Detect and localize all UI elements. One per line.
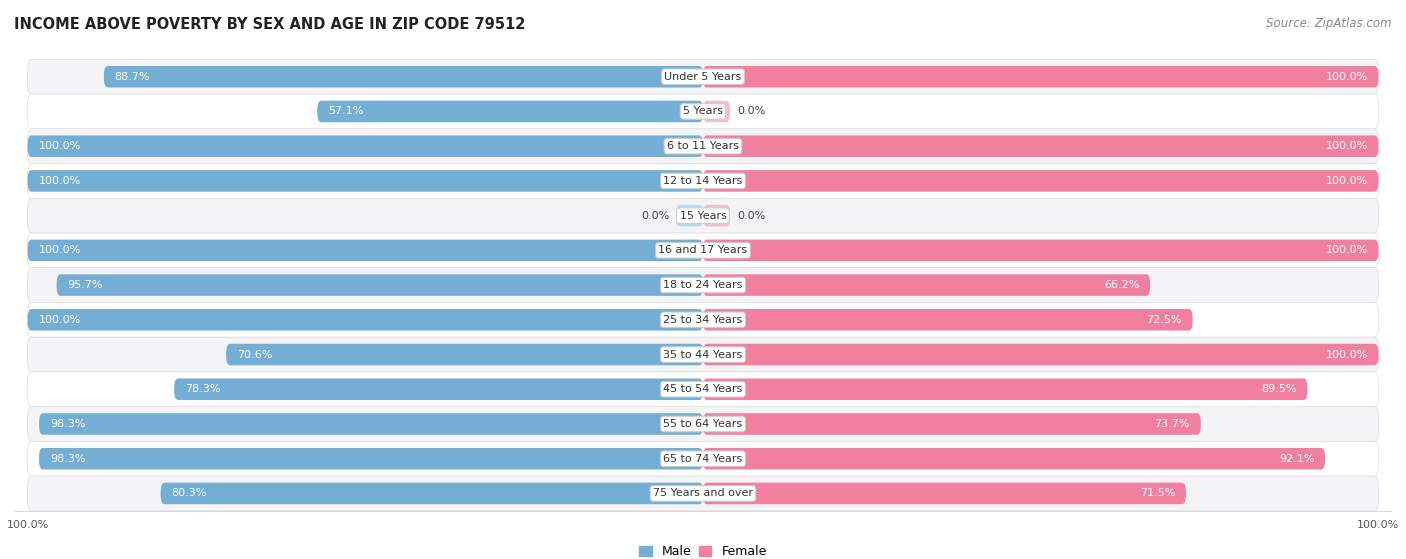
- Text: 73.7%: 73.7%: [1154, 419, 1189, 429]
- Text: 71.5%: 71.5%: [1140, 489, 1175, 499]
- Text: 12 to 14 Years: 12 to 14 Years: [664, 176, 742, 186]
- Text: 92.1%: 92.1%: [1279, 454, 1315, 464]
- Text: 100.0%: 100.0%: [1326, 349, 1368, 359]
- Text: 80.3%: 80.3%: [172, 489, 207, 499]
- Text: 89.5%: 89.5%: [1261, 384, 1296, 394]
- FancyBboxPatch shape: [28, 59, 1378, 94]
- FancyBboxPatch shape: [28, 372, 1378, 406]
- FancyBboxPatch shape: [226, 344, 703, 366]
- Text: 55 to 64 Years: 55 to 64 Years: [664, 419, 742, 429]
- FancyBboxPatch shape: [703, 240, 1378, 261]
- FancyBboxPatch shape: [676, 205, 703, 226]
- FancyBboxPatch shape: [28, 233, 1378, 268]
- Text: 78.3%: 78.3%: [186, 384, 221, 394]
- Text: 18 to 24 Years: 18 to 24 Years: [664, 280, 742, 290]
- FancyBboxPatch shape: [28, 129, 1378, 164]
- FancyBboxPatch shape: [28, 406, 1378, 442]
- FancyBboxPatch shape: [28, 337, 1378, 372]
- Text: 6 to 11 Years: 6 to 11 Years: [666, 141, 740, 151]
- Text: 100.0%: 100.0%: [1326, 176, 1368, 186]
- FancyBboxPatch shape: [28, 164, 1378, 198]
- Text: Source: ZipAtlas.com: Source: ZipAtlas.com: [1267, 17, 1392, 30]
- FancyBboxPatch shape: [28, 268, 1378, 302]
- FancyBboxPatch shape: [160, 482, 703, 504]
- FancyBboxPatch shape: [703, 135, 1378, 157]
- FancyBboxPatch shape: [56, 274, 703, 296]
- Text: 0.0%: 0.0%: [641, 211, 669, 221]
- Text: 100.0%: 100.0%: [38, 176, 80, 186]
- Text: INCOME ABOVE POVERTY BY SEX AND AGE IN ZIP CODE 79512: INCOME ABOVE POVERTY BY SEX AND AGE IN Z…: [14, 17, 526, 32]
- FancyBboxPatch shape: [28, 135, 703, 157]
- Text: 100.0%: 100.0%: [1326, 245, 1368, 255]
- FancyBboxPatch shape: [318, 101, 703, 122]
- FancyBboxPatch shape: [703, 413, 1201, 435]
- FancyBboxPatch shape: [703, 274, 1150, 296]
- FancyBboxPatch shape: [703, 66, 1378, 88]
- Text: 15 Years: 15 Years: [679, 211, 727, 221]
- Text: 65 to 74 Years: 65 to 74 Years: [664, 454, 742, 464]
- Text: 35 to 44 Years: 35 to 44 Years: [664, 349, 742, 359]
- FancyBboxPatch shape: [703, 309, 1192, 330]
- FancyBboxPatch shape: [28, 476, 1378, 511]
- FancyBboxPatch shape: [28, 170, 703, 192]
- Text: 72.5%: 72.5%: [1146, 315, 1182, 325]
- FancyBboxPatch shape: [28, 240, 703, 261]
- Text: 0.0%: 0.0%: [737, 211, 765, 221]
- FancyBboxPatch shape: [703, 101, 730, 122]
- Text: 98.3%: 98.3%: [49, 454, 86, 464]
- Text: 16 and 17 Years: 16 and 17 Years: [658, 245, 748, 255]
- Text: 100.0%: 100.0%: [38, 315, 80, 325]
- Text: 95.7%: 95.7%: [67, 280, 103, 290]
- FancyBboxPatch shape: [104, 66, 703, 88]
- Text: 57.1%: 57.1%: [328, 106, 364, 116]
- FancyBboxPatch shape: [703, 378, 1308, 400]
- Text: 66.2%: 66.2%: [1104, 280, 1139, 290]
- FancyBboxPatch shape: [703, 482, 1185, 504]
- Text: 100.0%: 100.0%: [38, 141, 80, 151]
- Text: Under 5 Years: Under 5 Years: [665, 72, 741, 82]
- FancyBboxPatch shape: [174, 378, 703, 400]
- Text: 100.0%: 100.0%: [1326, 72, 1368, 82]
- Text: 100.0%: 100.0%: [1326, 141, 1368, 151]
- Text: 5 Years: 5 Years: [683, 106, 723, 116]
- Text: 70.6%: 70.6%: [238, 349, 273, 359]
- Text: 0.0%: 0.0%: [737, 106, 765, 116]
- Text: 98.3%: 98.3%: [49, 419, 86, 429]
- FancyBboxPatch shape: [28, 309, 703, 330]
- FancyBboxPatch shape: [28, 198, 1378, 233]
- FancyBboxPatch shape: [703, 170, 1378, 192]
- FancyBboxPatch shape: [703, 344, 1378, 366]
- FancyBboxPatch shape: [703, 448, 1324, 470]
- Text: 100.0%: 100.0%: [38, 245, 80, 255]
- Text: 45 to 54 Years: 45 to 54 Years: [664, 384, 742, 394]
- Legend: Male, Female: Male, Female: [634, 540, 772, 559]
- Text: 25 to 34 Years: 25 to 34 Years: [664, 315, 742, 325]
- Text: 88.7%: 88.7%: [115, 72, 150, 82]
- FancyBboxPatch shape: [703, 205, 730, 226]
- FancyBboxPatch shape: [39, 448, 703, 470]
- FancyBboxPatch shape: [28, 442, 1378, 476]
- FancyBboxPatch shape: [28, 302, 1378, 337]
- Text: 75 Years and over: 75 Years and over: [652, 489, 754, 499]
- FancyBboxPatch shape: [28, 94, 1378, 129]
- FancyBboxPatch shape: [39, 413, 703, 435]
